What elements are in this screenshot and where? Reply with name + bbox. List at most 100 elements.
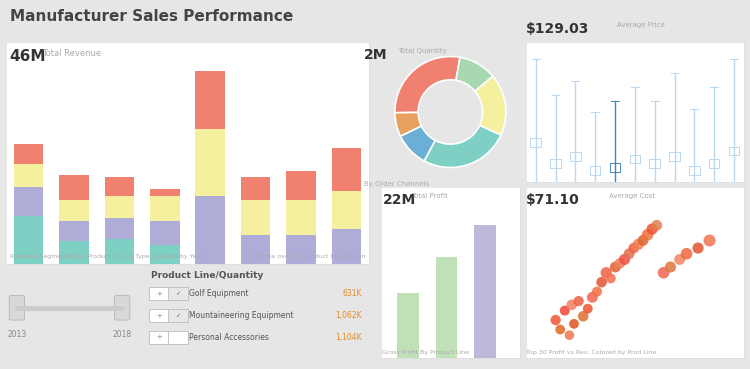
FancyBboxPatch shape bbox=[149, 287, 170, 300]
Text: Price by Country: Price by Country bbox=[526, 196, 584, 201]
Point bbox=[578, 313, 590, 319]
Bar bbox=[729, 147, 740, 155]
Bar bbox=[241, 200, 270, 235]
Bar bbox=[669, 152, 680, 161]
Point bbox=[658, 270, 670, 276]
Bar bbox=[436, 257, 457, 358]
Point bbox=[609, 264, 621, 270]
Bar bbox=[150, 245, 179, 264]
Bar bbox=[105, 177, 134, 196]
Text: 2018: 2018 bbox=[112, 330, 132, 339]
Point bbox=[674, 256, 686, 262]
Bar bbox=[59, 175, 88, 200]
Wedge shape bbox=[395, 113, 422, 136]
Point bbox=[641, 232, 653, 238]
Bar bbox=[590, 166, 601, 175]
Point bbox=[704, 238, 716, 244]
Bar bbox=[150, 221, 179, 245]
Bar bbox=[59, 221, 88, 241]
Text: Average Price: Average Price bbox=[617, 21, 665, 28]
Wedge shape bbox=[456, 57, 493, 91]
Point bbox=[664, 264, 676, 270]
Bar bbox=[709, 159, 719, 168]
Bar bbox=[14, 187, 44, 216]
Bar bbox=[286, 172, 316, 200]
Bar bbox=[59, 200, 88, 221]
Bar bbox=[550, 159, 561, 168]
Point bbox=[554, 327, 566, 332]
Bar bbox=[332, 148, 361, 191]
Bar bbox=[610, 163, 620, 172]
Bar bbox=[59, 241, 88, 264]
Text: By Order Channels: By Order Channels bbox=[364, 182, 430, 187]
Bar bbox=[196, 196, 225, 264]
Text: $71.10: $71.10 bbox=[526, 193, 580, 207]
Bar bbox=[14, 164, 44, 187]
Text: ✓: ✓ bbox=[176, 291, 181, 296]
Point bbox=[586, 294, 598, 300]
Bar bbox=[14, 145, 44, 164]
Text: 46M: 46M bbox=[10, 49, 46, 64]
Text: $129.03: $129.03 bbox=[526, 21, 590, 35]
Point bbox=[614, 260, 626, 266]
Text: 2013: 2013 bbox=[8, 330, 26, 339]
Point bbox=[550, 317, 562, 323]
Bar bbox=[630, 155, 640, 163]
FancyBboxPatch shape bbox=[149, 309, 170, 322]
Point bbox=[604, 275, 616, 281]
Bar bbox=[105, 239, 134, 264]
Point bbox=[582, 306, 594, 312]
Point bbox=[600, 270, 612, 276]
Text: Manufacturer Sales Performance: Manufacturer Sales Performance bbox=[10, 9, 293, 24]
Point bbox=[651, 223, 663, 228]
Text: Total Revenue: Total Revenue bbox=[42, 49, 101, 58]
Text: 1,062K: 1,062K bbox=[335, 311, 362, 320]
Bar bbox=[475, 225, 496, 358]
Point bbox=[692, 245, 704, 251]
FancyBboxPatch shape bbox=[149, 331, 170, 344]
Bar bbox=[332, 191, 361, 229]
Text: 22M: 22M bbox=[382, 193, 416, 207]
Bar bbox=[650, 159, 660, 168]
FancyBboxPatch shape bbox=[115, 296, 130, 320]
Point bbox=[646, 226, 658, 232]
Point bbox=[563, 332, 575, 338]
Text: +: + bbox=[156, 291, 162, 297]
Text: Revenue Segmented by Product Line & Type, Colored by Year: Revenue Segmented by Product Line & Type… bbox=[10, 254, 202, 259]
Text: +: + bbox=[156, 334, 162, 341]
Text: Total Quantity: Total Quantity bbox=[398, 48, 446, 54]
Wedge shape bbox=[395, 56, 460, 113]
Point bbox=[572, 298, 584, 304]
Bar bbox=[398, 293, 418, 358]
Point bbox=[591, 289, 603, 294]
Text: +: + bbox=[156, 313, 162, 318]
Text: Mountaineering Equipment: Mountaineering Equipment bbox=[189, 311, 294, 320]
Bar bbox=[196, 71, 225, 129]
Point bbox=[566, 302, 578, 308]
Bar bbox=[196, 129, 225, 196]
Bar bbox=[150, 189, 179, 196]
Bar bbox=[689, 166, 700, 175]
Wedge shape bbox=[400, 126, 435, 161]
Bar bbox=[530, 138, 541, 147]
Point bbox=[619, 256, 631, 262]
Point bbox=[568, 321, 580, 327]
Text: Average Cost: Average Cost bbox=[609, 193, 655, 199]
Bar bbox=[14, 216, 44, 264]
Text: 2M: 2M bbox=[364, 48, 388, 62]
Text: Gross Profit By Product Line: Gross Profit By Product Line bbox=[382, 349, 470, 355]
Point bbox=[559, 308, 571, 314]
Wedge shape bbox=[424, 125, 501, 168]
Point bbox=[623, 251, 635, 257]
FancyBboxPatch shape bbox=[168, 331, 188, 344]
Point bbox=[632, 241, 644, 247]
FancyBboxPatch shape bbox=[9, 296, 25, 320]
FancyBboxPatch shape bbox=[168, 287, 188, 300]
Bar bbox=[286, 200, 316, 235]
Text: 631K: 631K bbox=[342, 289, 362, 298]
Bar bbox=[241, 235, 270, 264]
Text: ✓: ✓ bbox=[176, 313, 181, 318]
Text: Top 30 Profit vs Rev, Colored by Prod Line: Top 30 Profit vs Rev, Colored by Prod Li… bbox=[526, 349, 656, 355]
Bar bbox=[570, 152, 580, 161]
Point bbox=[628, 245, 640, 251]
